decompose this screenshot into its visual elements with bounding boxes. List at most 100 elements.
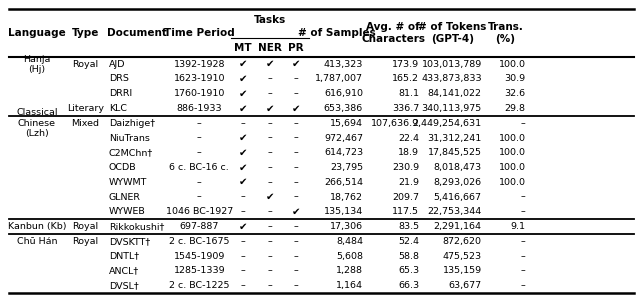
Text: –: – — [268, 281, 272, 290]
Text: ✔: ✔ — [239, 163, 247, 173]
Text: –: – — [268, 75, 272, 83]
Text: ✔: ✔ — [239, 89, 247, 99]
Text: 2 c. BC-1225: 2 c. BC-1225 — [169, 281, 230, 290]
Text: –: – — [268, 207, 272, 216]
Text: 52.4: 52.4 — [398, 237, 419, 246]
Text: –: – — [197, 133, 202, 143]
Text: –: – — [521, 266, 525, 275]
Text: 340,113,975: 340,113,975 — [422, 104, 482, 113]
Text: 475,523: 475,523 — [443, 252, 482, 261]
Text: –: – — [521, 119, 525, 128]
Text: Royal: Royal — [72, 237, 99, 246]
Text: 107,636.9: 107,636.9 — [371, 119, 419, 128]
Text: 100.0: 100.0 — [499, 163, 525, 172]
Text: MT: MT — [234, 43, 252, 53]
Text: GLNER: GLNER — [109, 193, 141, 202]
Text: 1,288: 1,288 — [336, 266, 363, 275]
Text: 1545-1909: 1545-1909 — [173, 252, 225, 261]
Text: –: – — [268, 119, 272, 128]
Text: Daizhige†: Daizhige† — [109, 119, 155, 128]
Text: 616,910: 616,910 — [324, 89, 363, 98]
Text: 15,694: 15,694 — [330, 119, 363, 128]
Text: –: – — [268, 89, 272, 98]
Text: Royal: Royal — [72, 60, 99, 69]
Text: 17,845,525: 17,845,525 — [428, 148, 482, 157]
Text: 1392-1928: 1392-1928 — [173, 60, 225, 69]
Text: DNTL†: DNTL† — [109, 252, 139, 261]
Text: 5,416,667: 5,416,667 — [434, 193, 482, 202]
Text: DVSKTT†: DVSKTT† — [109, 237, 150, 246]
Text: –: – — [268, 237, 272, 246]
Text: –: – — [197, 148, 202, 157]
Text: –: – — [294, 281, 299, 290]
Text: WYWEB: WYWEB — [109, 207, 145, 216]
Text: # of Tokens
(GPT-4): # of Tokens (GPT-4) — [418, 22, 486, 44]
Text: 117.5: 117.5 — [392, 207, 419, 216]
Text: 230.9: 230.9 — [392, 163, 419, 172]
Text: DVSL†: DVSL† — [109, 281, 139, 290]
Text: –: – — [268, 163, 272, 172]
Text: Classical
Chinese
(Lzh): Classical Chinese (Lzh) — [16, 108, 58, 138]
Text: –: – — [268, 266, 272, 275]
Text: Tasks: Tasks — [253, 15, 286, 25]
Text: ✔: ✔ — [239, 133, 247, 143]
Text: Document: Document — [107, 28, 167, 38]
Text: –: – — [197, 193, 202, 202]
Text: 1046 BC-1927: 1046 BC-1927 — [166, 207, 233, 216]
Text: Hanja
(Hj): Hanja (Hj) — [23, 54, 51, 74]
Text: –: – — [521, 252, 525, 261]
Text: NiuTrans: NiuTrans — [109, 133, 150, 143]
Text: 84,141,022: 84,141,022 — [428, 89, 482, 98]
Text: 22.4: 22.4 — [398, 133, 419, 143]
Text: 886-1933: 886-1933 — [177, 104, 222, 113]
Text: 30.9: 30.9 — [504, 75, 525, 83]
Text: –: – — [294, 89, 299, 98]
Text: –: – — [241, 281, 246, 290]
Text: NER: NER — [258, 43, 282, 53]
Text: KLC: KLC — [109, 104, 127, 113]
Text: 2,291,164: 2,291,164 — [434, 222, 482, 231]
Text: –: – — [241, 207, 246, 216]
Text: –: – — [294, 75, 299, 83]
Text: 8,018,473: 8,018,473 — [434, 163, 482, 172]
Text: 66.3: 66.3 — [398, 281, 419, 290]
Text: 266,514: 266,514 — [324, 178, 363, 187]
Text: –: – — [294, 252, 299, 261]
Text: 22,753,344: 22,753,344 — [428, 207, 482, 216]
Text: 872,620: 872,620 — [443, 237, 482, 246]
Text: 173.9: 173.9 — [392, 60, 419, 69]
Text: 336.7: 336.7 — [392, 104, 419, 113]
Text: –: – — [241, 252, 246, 261]
Text: Chū Hán: Chū Hán — [17, 237, 57, 246]
Text: Kanbun (Kb): Kanbun (Kb) — [8, 222, 66, 231]
Text: 1,787,007: 1,787,007 — [315, 75, 363, 83]
Text: 23,795: 23,795 — [330, 163, 363, 172]
Text: ✔: ✔ — [266, 104, 274, 113]
Text: 100.0: 100.0 — [499, 133, 525, 143]
Text: 1623-1910: 1623-1910 — [173, 75, 225, 83]
Text: –: – — [294, 266, 299, 275]
Text: Time Period: Time Period — [164, 28, 235, 38]
Text: –: – — [268, 133, 272, 143]
Text: # of Samples: # of Samples — [298, 28, 376, 38]
Text: 8,484: 8,484 — [336, 237, 363, 246]
Text: ✔: ✔ — [292, 207, 300, 217]
Text: –: – — [268, 222, 272, 231]
Text: 100.0: 100.0 — [499, 148, 525, 157]
Text: –: – — [521, 237, 525, 246]
Text: –: – — [294, 178, 299, 187]
Text: 8,293,026: 8,293,026 — [434, 178, 482, 187]
Text: –: – — [268, 252, 272, 261]
Text: ✔: ✔ — [239, 59, 247, 69]
Text: Mixed: Mixed — [71, 119, 99, 128]
Text: 1,164: 1,164 — [336, 281, 363, 290]
Text: Literary: Literary — [67, 104, 104, 113]
Text: 81.1: 81.1 — [398, 89, 419, 98]
Text: –: – — [521, 207, 525, 216]
Text: –: – — [197, 178, 202, 187]
Text: ANCL†: ANCL† — [109, 266, 139, 275]
Text: 63,677: 63,677 — [449, 281, 482, 290]
Text: 83.5: 83.5 — [398, 222, 419, 231]
Text: –: – — [268, 178, 272, 187]
Text: –: – — [294, 133, 299, 143]
